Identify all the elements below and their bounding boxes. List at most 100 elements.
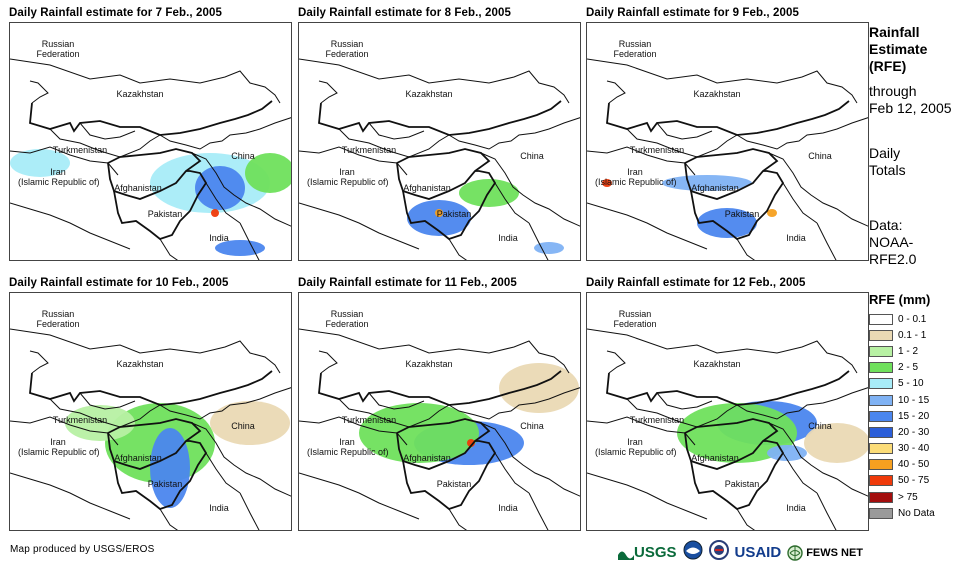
map-label-iran-line1: Iran — [50, 167, 66, 177]
side-data-line2: NOAA- — [869, 234, 914, 250]
map-label-russia-line2: Federation — [613, 49, 657, 59]
usaid-logo: USAID — [735, 544, 782, 561]
map-label-kazakhstan: Kazakhstan — [693, 359, 741, 369]
side-data-line3: RFE2.0 — [869, 251, 917, 267]
legend-label: 20 - 30 — [898, 426, 930, 438]
legend-swatch — [869, 491, 893, 503]
map-label-russia-line2: Federation — [36, 49, 80, 59]
map-label-afghanistan: Afghanistan — [114, 453, 162, 463]
legend-item: 15 - 20 — [869, 408, 935, 424]
map-label-india: India — [786, 503, 806, 513]
rainfall-map: Russian Federation Kazakhstan Turkmenistan I… — [9, 22, 292, 261]
legend-item: 50 - 75 — [869, 473, 935, 489]
map-label-afghanistan: Afghanistan — [691, 183, 739, 193]
panel-title: Daily Rainfall estimate for 9 Feb., 2005 — [586, 7, 799, 19]
side-title-line3: (RFE) — [869, 58, 907, 74]
map-label-pakistan: Pakistan — [724, 209, 760, 219]
map-label-russia-line2: Federation — [325, 319, 369, 329]
usaid-logo-text: USAID — [734, 544, 782, 561]
map-label-china: China — [231, 421, 255, 431]
legend-label: 2 - 5 — [898, 362, 919, 374]
map-label-kazakhstan: Kazakhstan — [693, 89, 741, 99]
map-label-kazakhstan: Kazakhstan — [116, 359, 164, 369]
map-label-china: China — [520, 151, 544, 161]
map-label-russia-line1: Russian — [618, 309, 652, 319]
map-label-iran-line1: Iran — [339, 437, 355, 447]
map-label-iran-line1: Iran — [627, 437, 643, 447]
legend-swatch — [869, 313, 893, 325]
map-label-kazakhstan: Kazakhstan — [405, 89, 453, 99]
map-canvas — [587, 58, 868, 260]
map-label-afghanistan: Afghanistan — [114, 183, 162, 193]
map-label-turkmenistan: Turkmenistan — [629, 145, 685, 155]
legend-item: 5 - 10 — [869, 376, 935, 392]
map-canvas — [10, 328, 291, 530]
side-title-line2: Estimate — [869, 41, 928, 57]
side-title-line1: Rainfall — [869, 24, 920, 40]
legend-item: 2 - 5 — [869, 360, 935, 376]
map-label-afghanistan: Afghanistan — [691, 453, 739, 463]
legend-item: 20 - 30 — [869, 424, 935, 440]
logo-strip: USGS USAID FEWS NET — [618, 540, 863, 565]
panel-title: Daily Rainfall estimate for 8 Feb., 2005 — [298, 7, 511, 19]
map-label-india: India — [498, 503, 518, 513]
rainfall-map: Russian Federation Kazakhstan Turkmenistan I… — [298, 22, 581, 261]
map-label-india: India — [498, 233, 518, 243]
map-canvas — [10, 58, 291, 260]
side-daily-line2: Totals — [869, 162, 906, 178]
rainfall-map: Russian Federation Kazakhstan Turkmenistan I… — [298, 292, 581, 531]
side-data-line1: Data: — [869, 217, 903, 233]
rainfall-map: Russian Federation Kazakhstan Turkmenistan I… — [586, 22, 869, 261]
legend-item: > 75 — [869, 489, 935, 505]
map-label-china: China — [520, 421, 544, 431]
legend-item: 0 - 0.1 — [869, 311, 935, 327]
legend-label: 5 - 10 — [898, 378, 924, 390]
legend-swatch — [869, 426, 893, 438]
legend-swatch — [869, 507, 893, 519]
fews-net-text: FEWS NET — [806, 546, 864, 559]
map-label-iran-line1: Iran — [627, 167, 643, 177]
map-label-iran-line2: (Islamic Republic of) — [595, 447, 677, 457]
legend-swatch — [869, 443, 893, 455]
legend-item: 30 - 40 — [869, 441, 935, 457]
map-label-turkmenistan: Turkmenistan — [52, 145, 108, 155]
map-label-turkmenistan: Turkmenistan — [629, 415, 685, 425]
legend-swatch — [869, 329, 893, 341]
map-label-china: China — [231, 151, 255, 161]
legend-item: 0.1 - 1 — [869, 327, 935, 343]
side-date: Feb 12, 2005 — [869, 100, 952, 116]
legend-item: 40 - 50 — [869, 457, 935, 473]
side-daily-line1: Daily — [869, 145, 901, 161]
legend-label: 30 - 40 — [898, 443, 930, 455]
panel-title: Daily Rainfall estimate for 7 Feb., 2005 — [9, 7, 222, 19]
legend-label: 1 - 2 — [898, 345, 919, 357]
map-canvas — [587, 328, 868, 530]
legend-label: > 75 — [898, 491, 918, 503]
rainfall-map: Russian Federation Kazakhstan Turkmenistan I… — [9, 292, 292, 531]
map-label-iran-line2: (Islamic Republic of) — [595, 177, 677, 187]
panel-title: Daily Rainfall estimate for 12 Feb., 200… — [586, 277, 806, 289]
map-label-turkmenistan: Turkmenistan — [341, 415, 397, 425]
map-label-russia-line1: Russian — [618, 39, 652, 49]
legend-item: 10 - 15 — [869, 392, 935, 408]
map-label-pakistan: Pakistan — [436, 479, 472, 489]
legend-swatch — [869, 475, 893, 487]
map-label-russia-line1: Russian — [41, 309, 75, 319]
legend-item: No Data — [869, 505, 935, 521]
map-label-china: China — [808, 421, 832, 431]
map-label-china: China — [808, 151, 832, 161]
map-label-russia-line1: Russian — [330, 309, 364, 319]
legend-label: 0.1 - 1 — [898, 329, 927, 341]
legend-label: 15 - 20 — [898, 410, 930, 422]
legend-item: 1 - 2 — [869, 343, 935, 359]
panel-title: Daily Rainfall estimate for 11 Feb., 200… — [298, 277, 517, 289]
map-label-iran-line1: Iran — [339, 167, 355, 177]
legend-swatch — [869, 345, 893, 357]
legend-title: RFE (mm) — [869, 292, 931, 307]
map-label-iran-line1: Iran — [50, 437, 66, 447]
legend-swatch — [869, 362, 893, 374]
map-label-russia-line1: Russian — [41, 39, 75, 49]
doc-seal-logo — [708, 540, 729, 565]
map-label-russia-line2: Federation — [325, 49, 369, 59]
map-label-iran-line2: (Islamic Republic of) — [18, 447, 100, 457]
